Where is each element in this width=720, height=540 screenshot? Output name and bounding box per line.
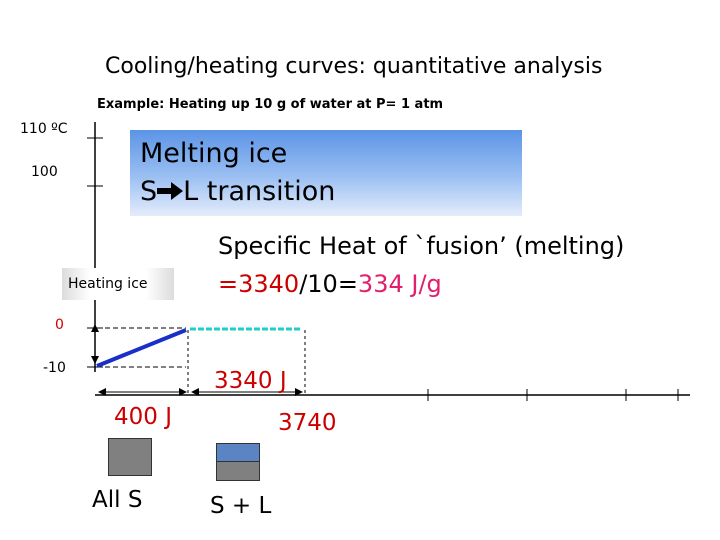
right-arrow-icon — [157, 182, 184, 200]
heating-ice-label: Heating ice — [68, 276, 148, 292]
example-subtitle: Example: Heating up 10 g of water at P= … — [97, 97, 444, 112]
fusion-equation: =3340/10=334 J/g — [218, 270, 442, 298]
page-title: Cooling/heating curves: quantitative ana… — [105, 54, 603, 79]
fusion-divisor: /10= — [299, 270, 358, 298]
heating-energy-label: 400 J — [114, 404, 172, 430]
y-label-100: 100 — [31, 164, 58, 180]
heating-ice-box — [62, 268, 174, 300]
fusion-heading: Specific Heat of `fusion’ (melting) — [218, 232, 625, 260]
fusion-unit: J/g — [403, 270, 442, 298]
cumulative-energy-label: 3740 — [278, 410, 337, 436]
y-label-110: 110 ºC — [20, 121, 68, 137]
solid-liquid-label: S + L — [210, 493, 272, 519]
y-label-minus10: -10 — [43, 360, 66, 376]
fusion-result: 334 — [357, 270, 404, 298]
solid-state-square — [108, 438, 152, 476]
fusion-energy: 3340 — [238, 270, 300, 298]
heating-ice-segment — [96, 328, 187, 368]
fusion-eq-sign: = — [218, 270, 239, 298]
melting-ice-box — [130, 130, 522, 216]
transition-to: L transition — [183, 176, 336, 207]
y-label-0: 0 — [55, 317, 64, 333]
melting-ice-label: Melting ice — [140, 138, 288, 169]
liquid-portion-square — [216, 443, 260, 462]
all-solid-label: All S — [92, 487, 143, 513]
transition-label: S L transition — [140, 176, 335, 207]
melting-energy-label: 3340 J — [214, 368, 287, 394]
solid-portion-square — [216, 461, 260, 481]
transition-from: S — [140, 176, 158, 207]
